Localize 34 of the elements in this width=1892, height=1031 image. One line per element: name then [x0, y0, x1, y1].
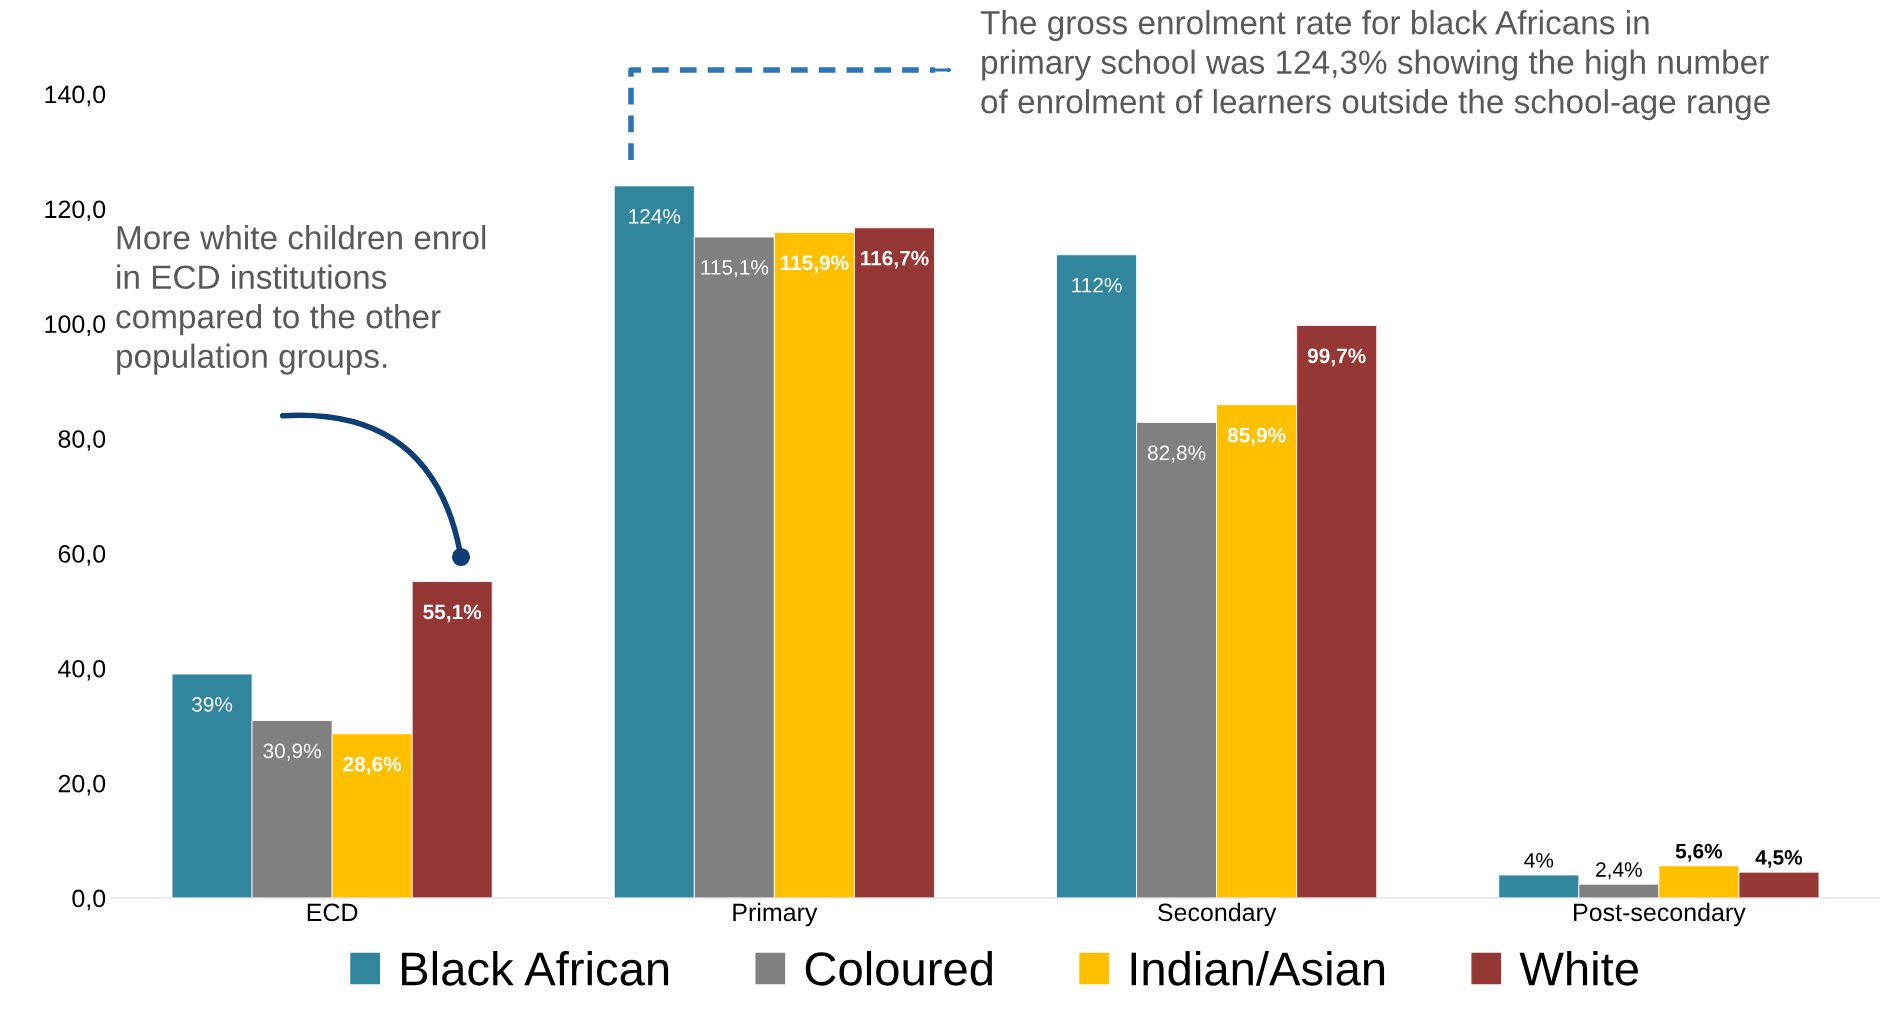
- data-label: 2,4%: [1596, 862, 1642, 880]
- x-tick-label: Primary: [733, 902, 818, 927]
- data-label: 82,8%: [1147, 445, 1206, 463]
- annotation: The gross enrolment rate for black Africans in primary school was 124,3% showing the high number of enrolment of learners outside the school-age range: [980, 10, 1770, 121]
- y-tick-label: 80,0: [58, 430, 106, 451]
- data-label: 4%: [1524, 853, 1554, 868]
- data-label: 55,1%: [423, 604, 482, 623]
- x-tick-label: Secondary: [1158, 902, 1277, 927]
- x-tick-label: ECD: [307, 903, 358, 922]
- data-label: 85,9%: [1227, 427, 1286, 446]
- y-tick-label: 20,0: [58, 774, 106, 796]
- y-tick-label: 40,0: [58, 659, 106, 681]
- data-label: 112%: [1072, 277, 1122, 293]
- data-label: 115,9%: [780, 255, 849, 274]
- data-label: 124%: [629, 208, 681, 224]
- annotation: More white children enrol in ECD institutions compared to the other population groups.: [116, 225, 486, 375]
- data-label: 28,6%: [343, 756, 402, 775]
- legend-label: Coloured: [805, 950, 992, 986]
- x-tick-label: Post-secondary: [1574, 902, 1746, 927]
- y-tick-label: 120,0: [45, 200, 106, 222]
- y-tick-label: 60,0: [58, 545, 106, 566]
- legend-label: White: [1519, 950, 1638, 986]
- y-tick-label: 140,0: [45, 85, 106, 107]
- data-label: 99,7%: [1307, 348, 1366, 367]
- data-label: 39%: [192, 697, 233, 712]
- legend-label: Indian/Asian: [1131, 950, 1385, 986]
- data-label: 115,1%: [701, 260, 769, 278]
- data-label: 116,7%: [861, 250, 929, 269]
- y-tick-label: 100,0: [45, 315, 106, 336]
- data-label: 30,9%: [263, 743, 321, 761]
- data-label: 4,5%: [1755, 850, 1803, 868]
- data-label: 5,6%: [1675, 843, 1723, 862]
- legend-label: Black African: [402, 950, 669, 986]
- y-tick-label: 0,0: [72, 889, 106, 911]
